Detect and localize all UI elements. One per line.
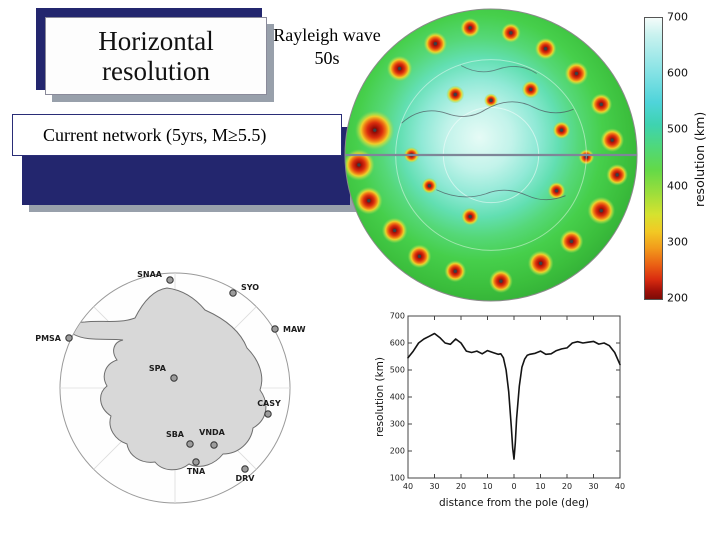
resolution-map-svg [344,8,638,302]
event-dot [569,239,574,244]
event-dot [453,92,457,97]
x-tick-label: 40 [615,482,625,491]
event-dot [509,31,513,35]
station-dot [210,441,218,449]
station-map-svg: SNAA SYO MAW PMSA SPA CASY SBA VNDA TNA DRV [35,270,306,504]
y-tick-label: 700 [390,312,405,321]
station-dot [192,458,200,466]
coastline [460,65,537,74]
y-tick-label: 200 [390,447,405,456]
station-label: VNDA [199,428,226,437]
event-dot [543,47,548,51]
station-dot [170,374,178,382]
station-dot [271,325,279,333]
event-dot [397,66,402,71]
colorbar: 700 600 500 400 300 200 resolution (km) [644,10,720,306]
event-dot [615,173,619,177]
network-label-text: Current network (5yrs, M≥5.5) [43,124,267,145]
event-dot [574,71,579,76]
y-tick-label: 500 [390,366,405,375]
page-title: Horizontal resolution [45,17,267,95]
x-tick-label: 0 [511,482,516,491]
event-dot [468,26,472,30]
colorbar-tick-label: 200 [667,291,688,305]
profile-chart: 40 30 20 10 0 10 20 30 40 100 200 300 400 500 600 700 d… [372,310,628,516]
event-dot [554,189,559,193]
colorbar-tick-label: 300 [667,235,688,249]
station-dot [264,410,272,418]
station-label: SBA [166,430,185,439]
station-dot [241,465,249,473]
event-dot [357,163,361,167]
x-tick-label: 20 [562,482,572,491]
station-label: MAW [283,325,306,334]
network-label-strip: Current network (5yrs, M≥5.5) [12,114,342,156]
x-axis-label: distance from the pole (deg) [439,497,589,509]
colorbar-tick-label: 400 [667,179,688,193]
x-tick-label: 20 [456,482,466,491]
colorbar-gradient [644,17,663,300]
wave-period-label: Rayleigh wave 50s [273,25,381,68]
event-dot [489,98,493,103]
y-tick-label: 400 [390,393,405,402]
x-tick-label: 40 [403,482,413,491]
event-dot [559,128,564,132]
y-tick-label: 600 [390,339,405,348]
event-dot [529,87,533,92]
station-label: SYO [241,283,259,292]
profile-line [407,332,621,460]
y-tick-label: 300 [390,420,405,429]
event-dot [584,155,589,159]
station-label: PMSA [35,334,62,343]
resolution-map [342,6,640,304]
event-dot [373,128,377,132]
event-dot [427,184,432,188]
colorbar-tick-label: 700 [667,10,688,24]
station-map: SNAA SYO MAW PMSA SPA CASY SBA VNDA TNA DRV [35,268,306,508]
event-dot [453,269,457,273]
colorbar-tick-label: 600 [667,66,688,80]
hotspot-layer [345,17,629,294]
event-dot [599,208,603,213]
event-dot [367,199,371,203]
station-dot [65,334,73,342]
colorbar-label: resolution (km) [692,111,707,207]
x-tick-label: 30 [429,482,439,491]
station-layer: SNAA SYO MAW PMSA SPA CASY SBA VNDA TNA DRV [35,270,306,483]
station-label: DRV [236,474,256,483]
event-dot [417,254,422,259]
event-dot [538,261,543,265]
station-label: TNA [187,467,206,476]
station-dot [186,440,194,448]
event-dot [610,138,614,142]
station-label: CASY [257,399,281,408]
station-dot [229,289,237,297]
event-dot [468,214,472,219]
y-axis-label: resolution (km) [374,357,386,437]
coastline [401,101,574,124]
x-tick-label: 10 [482,482,492,491]
y-tick-label: 100 [390,474,405,483]
page-title-text: Horizontal resolution [98,25,214,86]
station-label: SPA [149,364,167,373]
x-tick-label: 30 [588,482,598,491]
colorbar-tick-label: 500 [667,122,688,136]
event-dot [392,228,397,233]
station-dot [166,276,174,284]
station-label: SNAA [137,270,163,279]
event-dot [499,279,503,283]
coastline [436,189,566,201]
event-dot [433,42,438,46]
event-dot [599,102,603,107]
x-tick-label: 10 [535,482,545,491]
